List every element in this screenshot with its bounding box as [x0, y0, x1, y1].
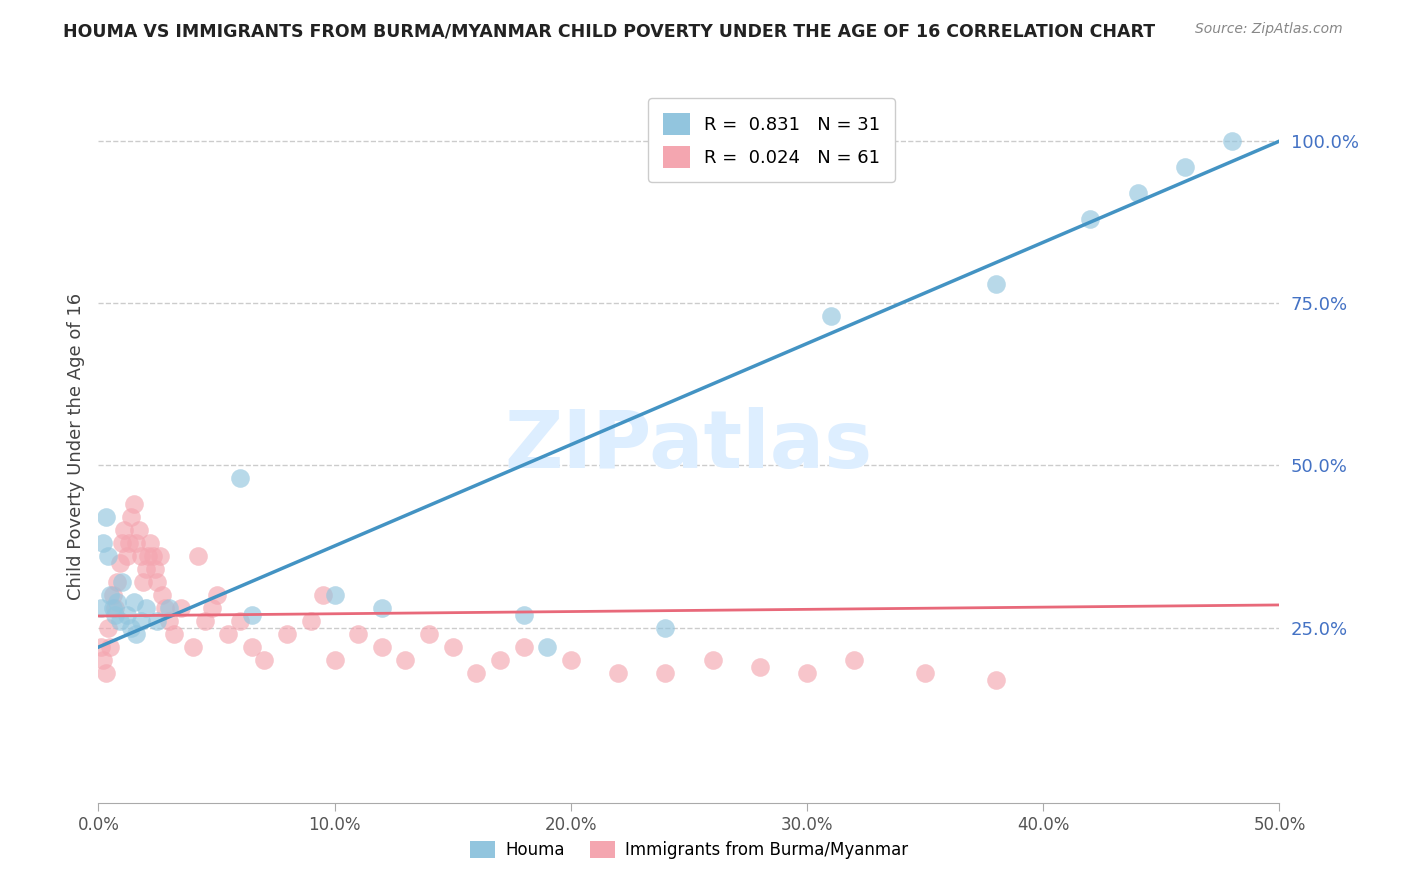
Point — [98, 640, 121, 654]
Point — [135, 562, 157, 576]
Point — [115, 607, 138, 622]
Point — [654, 621, 676, 635]
Point — [229, 614, 252, 628]
Point — [146, 575, 169, 590]
Point — [91, 653, 114, 667]
Point — [560, 653, 582, 667]
Y-axis label: Child Poverty Under the Age of 16: Child Poverty Under the Age of 16 — [66, 293, 84, 599]
Point — [347, 627, 370, 641]
Point — [418, 627, 440, 641]
Point — [536, 640, 558, 654]
Point — [129, 614, 152, 628]
Point — [984, 673, 1007, 687]
Point — [142, 549, 165, 564]
Point — [122, 595, 145, 609]
Point — [108, 556, 131, 570]
Point — [654, 666, 676, 681]
Point — [201, 601, 224, 615]
Point — [98, 588, 121, 602]
Point — [153, 601, 176, 615]
Point — [607, 666, 630, 681]
Point — [512, 607, 534, 622]
Point — [136, 549, 159, 564]
Point — [748, 659, 770, 673]
Point — [115, 549, 138, 564]
Point — [217, 627, 239, 641]
Point — [97, 549, 120, 564]
Point — [299, 614, 322, 628]
Point — [984, 277, 1007, 291]
Point — [101, 601, 124, 615]
Point — [121, 510, 143, 524]
Point — [121, 621, 143, 635]
Point — [146, 614, 169, 628]
Point — [90, 601, 112, 615]
Point — [108, 614, 131, 628]
Point — [150, 588, 173, 602]
Point — [135, 601, 157, 615]
Point — [149, 549, 172, 564]
Point — [104, 601, 127, 615]
Point — [97, 621, 120, 635]
Point — [914, 666, 936, 681]
Point — [94, 510, 117, 524]
Point — [702, 653, 724, 667]
Point — [187, 549, 209, 564]
Point — [122, 497, 145, 511]
Point — [181, 640, 204, 654]
Text: HOUMA VS IMMIGRANTS FROM BURMA/MYANMAR CHILD POVERTY UNDER THE AGE OF 16 CORRELA: HOUMA VS IMMIGRANTS FROM BURMA/MYANMAR C… — [63, 22, 1156, 40]
Point — [125, 627, 148, 641]
Point — [105, 595, 128, 609]
Point — [118, 536, 141, 550]
Point — [157, 614, 180, 628]
Point — [441, 640, 464, 654]
Point — [132, 575, 155, 590]
Point — [111, 536, 134, 550]
Point — [94, 666, 117, 681]
Point — [844, 653, 866, 667]
Point — [312, 588, 335, 602]
Point — [163, 627, 186, 641]
Point — [240, 607, 263, 622]
Point — [1126, 186, 1149, 200]
Point — [104, 607, 127, 622]
Point — [1220, 134, 1243, 148]
Point — [170, 601, 193, 615]
Point — [323, 653, 346, 667]
Point — [253, 653, 276, 667]
Text: Source: ZipAtlas.com: Source: ZipAtlas.com — [1195, 22, 1343, 37]
Point — [111, 575, 134, 590]
Point — [194, 614, 217, 628]
Point — [465, 666, 488, 681]
Point — [276, 627, 298, 641]
Point — [371, 640, 394, 654]
Text: ZIPatlas: ZIPatlas — [505, 407, 873, 485]
Point — [105, 575, 128, 590]
Point — [101, 588, 124, 602]
Point — [205, 588, 228, 602]
Point — [1174, 160, 1197, 174]
Point — [240, 640, 263, 654]
Point — [394, 653, 416, 667]
Point — [143, 562, 166, 576]
Point — [139, 536, 162, 550]
Point — [820, 310, 842, 324]
Point — [1080, 211, 1102, 226]
Point — [91, 536, 114, 550]
Point — [125, 536, 148, 550]
Point — [128, 524, 150, 538]
Point — [512, 640, 534, 654]
Point — [112, 524, 135, 538]
Legend: Houma, Immigrants from Burma/Myanmar: Houma, Immigrants from Burma/Myanmar — [464, 834, 914, 866]
Point — [229, 471, 252, 485]
Point — [371, 601, 394, 615]
Point — [129, 549, 152, 564]
Point — [90, 640, 112, 654]
Point — [323, 588, 346, 602]
Point — [157, 601, 180, 615]
Point — [489, 653, 512, 667]
Point — [796, 666, 818, 681]
